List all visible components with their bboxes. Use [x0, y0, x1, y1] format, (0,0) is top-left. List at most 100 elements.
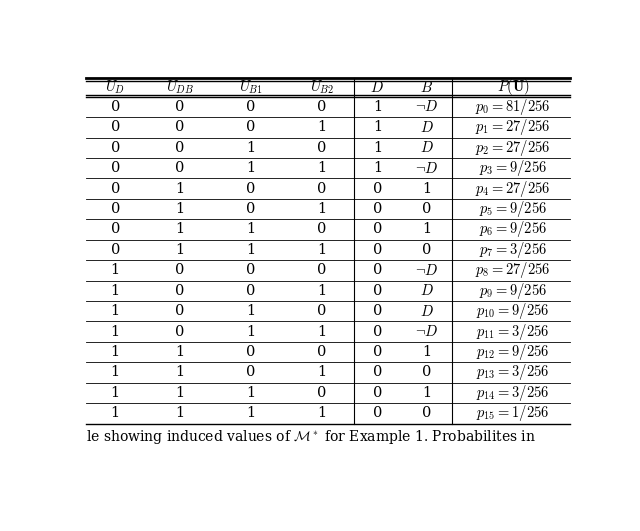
Text: 0: 0: [372, 222, 382, 236]
Text: $p_4 = 27/256$: $p_4 = 27/256$: [476, 178, 551, 199]
Text: 1: 1: [317, 406, 326, 421]
Text: 1: 1: [422, 386, 431, 400]
Text: 1: 1: [175, 365, 184, 380]
Text: 0: 0: [317, 386, 326, 400]
Text: 1: 1: [317, 365, 326, 380]
Text: 0: 0: [111, 243, 120, 257]
Text: 1: 1: [111, 324, 120, 339]
Text: 1: 1: [317, 202, 326, 216]
Text: 0: 0: [372, 406, 382, 421]
Text: 0: 0: [246, 263, 255, 277]
Text: 0: 0: [372, 345, 382, 359]
Text: 0: 0: [246, 182, 255, 195]
Text: $D$: $D$: [420, 120, 433, 135]
Text: 1: 1: [111, 406, 120, 421]
Text: $D$: $D$: [420, 304, 433, 319]
Text: 1: 1: [317, 243, 326, 257]
Text: 1: 1: [175, 202, 184, 216]
Text: 1: 1: [317, 121, 326, 134]
Text: 1: 1: [372, 141, 382, 155]
Text: 1: 1: [422, 345, 431, 359]
Text: 0: 0: [175, 324, 185, 339]
Text: $U_{B1}$: $U_{B1}$: [239, 79, 263, 96]
Text: 1: 1: [111, 304, 120, 318]
Text: 0: 0: [372, 182, 382, 195]
Text: 1: 1: [372, 161, 382, 175]
Text: 1: 1: [111, 284, 120, 298]
Text: 0: 0: [246, 100, 255, 114]
Text: 0: 0: [317, 100, 326, 114]
Text: $p_8 = 27/256$: $p_8 = 27/256$: [476, 260, 551, 280]
Text: 0: 0: [175, 121, 185, 134]
Text: 0: 0: [372, 304, 382, 318]
Text: $U_D$: $U_D$: [105, 79, 125, 96]
Text: $P(\mathbf{U})$: $P(\mathbf{U})$: [497, 78, 529, 97]
Text: 0: 0: [422, 365, 431, 380]
Text: 1: 1: [317, 161, 326, 175]
Text: 0: 0: [111, 161, 120, 175]
Text: 0: 0: [372, 324, 382, 339]
Text: 1: 1: [372, 121, 382, 134]
Text: 0: 0: [372, 365, 382, 380]
Text: $p_1 = 27/256$: $p_1 = 27/256$: [476, 117, 551, 138]
Text: 0: 0: [111, 141, 120, 155]
Text: 1: 1: [111, 263, 120, 277]
Text: 1: 1: [175, 182, 184, 195]
Text: 1: 1: [111, 345, 120, 359]
Text: 0: 0: [317, 182, 326, 195]
Text: 1: 1: [111, 386, 120, 400]
Text: 1: 1: [246, 324, 255, 339]
Text: $p_0 = 81/256$: $p_0 = 81/256$: [476, 97, 551, 117]
Text: 0: 0: [372, 243, 382, 257]
Text: 0: 0: [175, 263, 185, 277]
Text: $p_{11} = 3/256$: $p_{11} = 3/256$: [476, 322, 550, 341]
Text: $\neg D$: $\neg D$: [415, 161, 438, 176]
Text: 1: 1: [175, 386, 184, 400]
Text: $p_7 = 3/256$: $p_7 = 3/256$: [479, 240, 547, 260]
Text: $\neg D$: $\neg D$: [415, 99, 438, 114]
Text: 0: 0: [246, 284, 255, 298]
Text: 1: 1: [317, 324, 326, 339]
Text: 0: 0: [372, 284, 382, 298]
Text: $\neg D$: $\neg D$: [415, 324, 438, 339]
Text: le showing induced values of $\mathcal{M}^*$ for Example 1. Probabilites in: le showing induced values of $\mathcal{M…: [86, 428, 536, 446]
Text: 0: 0: [246, 365, 255, 380]
Text: 0: 0: [246, 345, 255, 359]
Text: 0: 0: [317, 345, 326, 359]
Text: 1: 1: [175, 222, 184, 236]
Text: 0: 0: [372, 202, 382, 216]
Text: 0: 0: [175, 284, 185, 298]
Text: 1: 1: [317, 284, 326, 298]
Text: 1: 1: [422, 182, 431, 195]
Text: 0: 0: [372, 386, 382, 400]
Text: $p_3 = 9/256$: $p_3 = 9/256$: [479, 158, 547, 178]
Text: 0: 0: [372, 263, 382, 277]
Text: 1: 1: [111, 365, 120, 380]
Text: $p_{14} = 3/256$: $p_{14} = 3/256$: [476, 383, 550, 403]
Text: 1: 1: [246, 304, 255, 318]
Text: $U_{DB}$: $U_{DB}$: [166, 79, 194, 96]
Text: 1: 1: [422, 222, 431, 236]
Text: $D$: $D$: [420, 283, 433, 298]
Text: 0: 0: [317, 222, 326, 236]
Text: 1: 1: [175, 345, 184, 359]
Text: $D$: $D$: [420, 140, 433, 155]
Text: 1: 1: [246, 386, 255, 400]
Text: 1: 1: [246, 243, 255, 257]
Text: 0: 0: [317, 141, 326, 155]
Text: 0: 0: [111, 100, 120, 114]
Text: 0: 0: [175, 141, 185, 155]
Text: 0: 0: [422, 406, 431, 421]
Text: 0: 0: [317, 263, 326, 277]
Text: 0: 0: [246, 121, 255, 134]
Text: 1: 1: [246, 141, 255, 155]
Text: $p_{13} = 3/256$: $p_{13} = 3/256$: [476, 363, 550, 382]
Text: 0: 0: [317, 304, 326, 318]
Text: 0: 0: [175, 304, 185, 318]
Text: 0: 0: [246, 202, 255, 216]
Text: $p_5 = 9/256$: $p_5 = 9/256$: [479, 199, 547, 219]
Text: 1: 1: [175, 243, 184, 257]
Text: 0: 0: [422, 243, 431, 257]
Text: 1: 1: [246, 161, 255, 175]
Text: $B$: $B$: [420, 80, 433, 95]
